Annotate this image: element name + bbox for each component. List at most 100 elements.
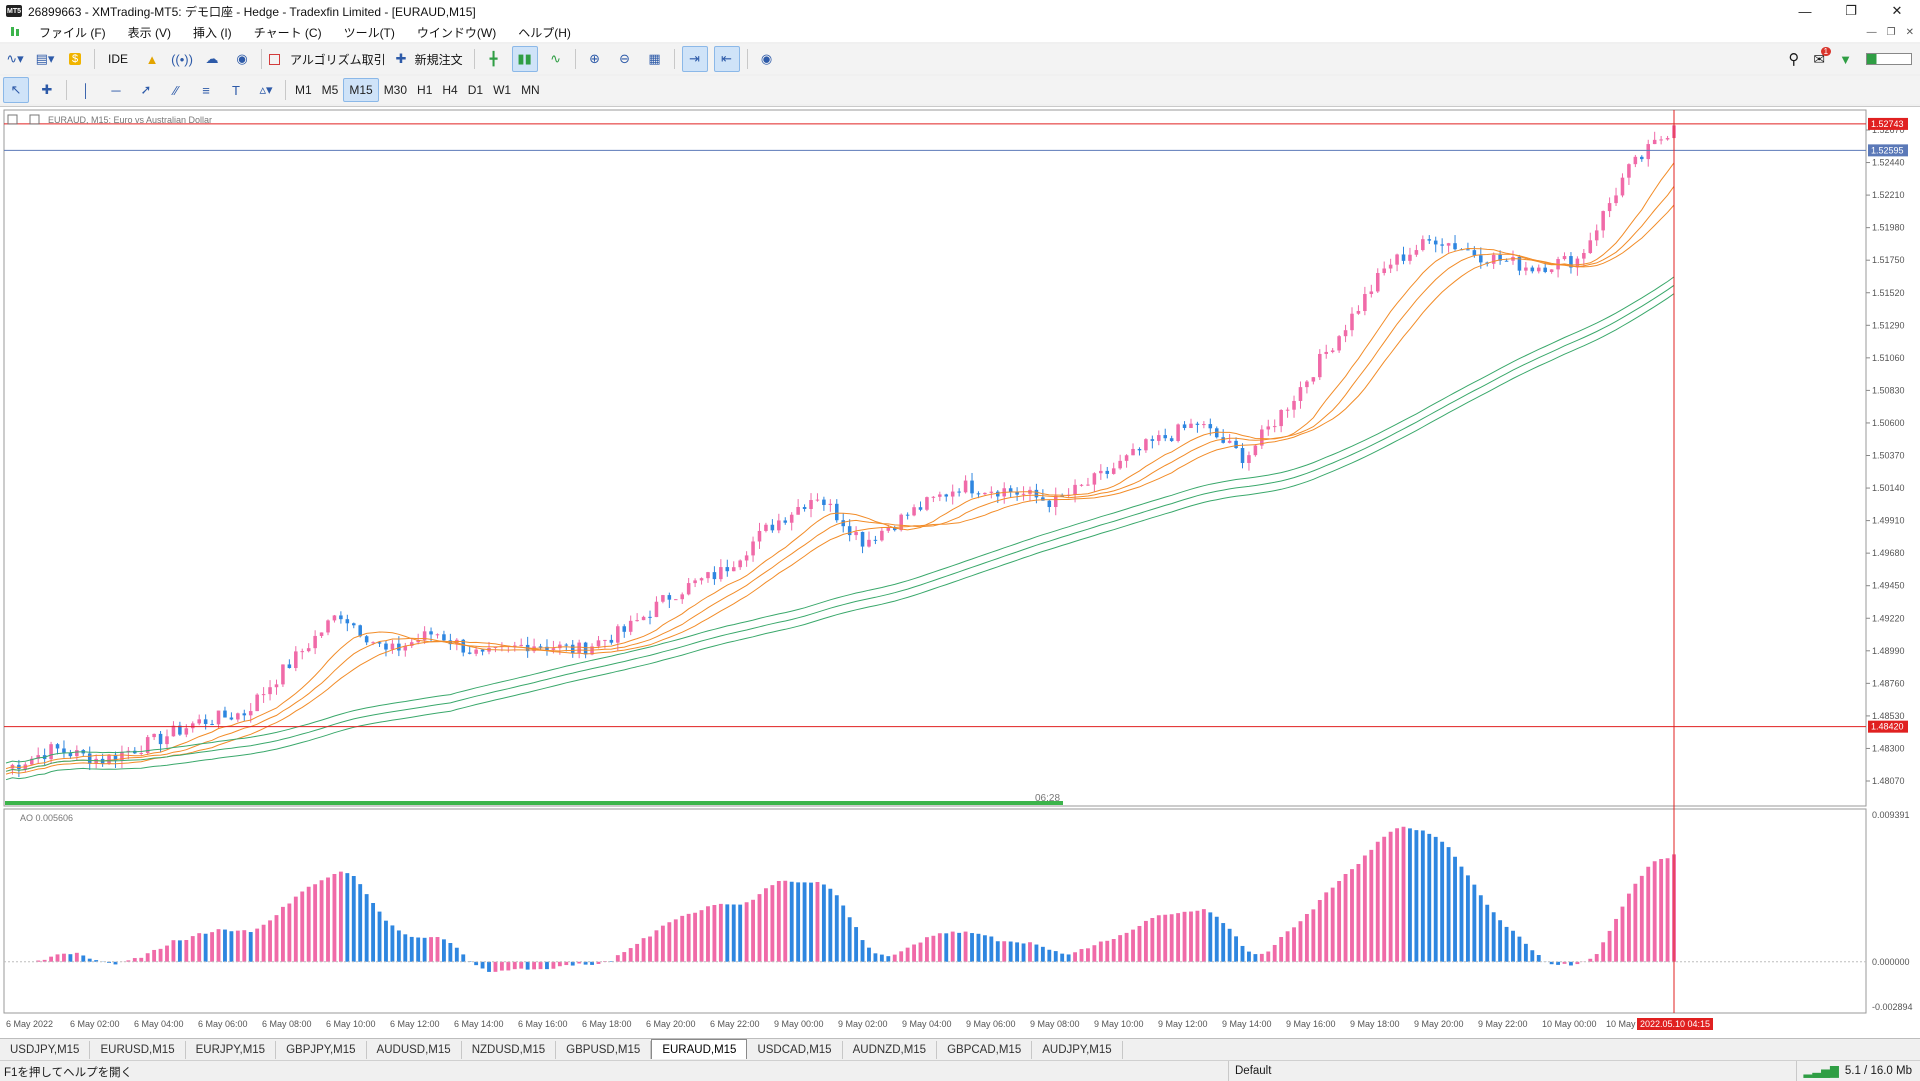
vertical-line-icon[interactable]: │ [81, 82, 91, 98]
notifications-icon[interactable]: ✉ 1 [1813, 46, 1832, 68]
menu-view[interactable]: 表示 (V) [127, 25, 172, 40]
chart-menu-icon[interactable] [8, 25, 22, 39]
candle-body [1214, 428, 1219, 438]
crosshair-icon[interactable]: ✚ [41, 82, 53, 97]
candle-body [184, 728, 189, 735]
market-icon[interactable]: $ [63, 47, 87, 71]
minimize-icon[interactable]: — [1798, 3, 1812, 19]
candle-body [94, 758, 98, 764]
price-chart[interactable]: 1.52670 1.52440 1.52210 1.51980 1.51750 1.515… [0, 107, 1920, 1039]
price-tick-label: 1.51750 [1872, 255, 1905, 265]
candle-body [474, 649, 478, 654]
timeframe-h4[interactable]: H4 [442, 83, 458, 97]
candlestick-chart-icon[interactable]: ▮▮ [511, 46, 538, 72]
candle-body [860, 531, 865, 547]
timeframe-d1[interactable]: D1 [467, 83, 484, 97]
tab-gbpusd[interactable]: GBPUSD,M15 [556, 1041, 652, 1059]
price-tick-label: 1.48300 [1872, 743, 1905, 753]
trendline-icon[interactable]: ➚ [140, 82, 152, 97]
mdi-controls: — ❐ ✕ [1867, 22, 1914, 42]
tab-audnzd[interactable]: AUDNZD,M15 [843, 1041, 938, 1059]
window-title: 26899663 - XMTrading-MT5: デモ口座 - Hedge -… [28, 4, 476, 19]
menu-help[interactable]: ヘルプ(H) [518, 25, 571, 40]
tab-gbpcad[interactable]: GBPCAD,M15 [937, 1041, 1033, 1059]
candle-body [1646, 144, 1651, 160]
auto-scroll-icon[interactable]: ⇥ [681, 46, 708, 72]
tab-euraud[interactable]: EURAUD,M15 [651, 1039, 748, 1059]
tile-windows-icon[interactable]: ▦ [648, 51, 661, 66]
candle-body [654, 601, 659, 618]
tab-gbpjpy[interactable]: GBPJPY,M15 [276, 1041, 367, 1059]
screenshot-icon[interactable]: ◉ [760, 51, 773, 66]
menu-tools[interactable]: ツール(T) [343, 25, 395, 40]
horizontal-line-icon[interactable]: ─ [111, 82, 121, 98]
fibonacci-icon[interactable]: ≡ [202, 82, 210, 98]
templates-icon[interactable]: ▤▾ [35, 51, 55, 66]
menu-insert[interactable]: 挿入 (I) [193, 25, 232, 40]
timeframe-m30[interactable]: M30 [383, 83, 408, 97]
chart-properties-icon[interactable] [29, 114, 40, 125]
time-tick-label: 6 May 04:00 [134, 1019, 184, 1029]
signal-icon[interactable]: ((•)) [171, 51, 193, 67]
text-tool-icon[interactable]: T [232, 82, 240, 98]
candle-body [513, 645, 517, 647]
chart-window[interactable]: 1.52670 1.52440 1.52210 1.51980 1.51750 1.515… [0, 106, 1920, 1039]
close-icon[interactable]: ✕ [1891, 3, 1903, 18]
candle-body [1118, 460, 1122, 469]
candle-body [674, 599, 678, 601]
bag-icon[interactable]: ▲ [145, 51, 159, 67]
timeframe-m5[interactable]: M5 [321, 83, 339, 97]
app-logo: MT5 [6, 5, 22, 17]
chart-type-icon[interactable]: ∿▾ [6, 51, 24, 66]
tab-audusd[interactable]: AUDUSD,M15 [367, 1041, 462, 1059]
timeframe-m1[interactable]: M1 [295, 83, 312, 97]
main-plot-area[interactable] [3, 109, 1867, 807]
timeframe-m15[interactable]: M15 [343, 78, 379, 102]
tab-usdcad[interactable]: USDCAD,M15 [747, 1041, 843, 1059]
menu-chart[interactable]: チャート (C) [253, 25, 322, 40]
tab-eurjpy[interactable]: EURJPY,M15 [186, 1041, 277, 1059]
channel-icon[interactable]: ∕∕ [173, 82, 179, 98]
candle-body [294, 651, 298, 669]
cloud-icon[interactable]: ☁ [205, 51, 219, 66]
line-chart-icon[interactable]: ∿ [550, 51, 562, 66]
tab-eurusd[interactable]: EURUSD,M15 [90, 1041, 186, 1059]
restore-icon[interactable]: ❐ [1845, 3, 1857, 18]
zoom-in-icon[interactable]: ⊕ [589, 51, 601, 66]
status-profile[interactable]: Default [1228, 1061, 1795, 1081]
algo-trading-button[interactable]: アルゴリズム取引 [269, 47, 390, 71]
time-tick-label: 6 May 10:00 [326, 1019, 376, 1029]
mdi-close-icon[interactable]: ✕ [1905, 26, 1914, 38]
candle-body [1208, 424, 1213, 429]
menu-window[interactable]: ウインドウ(W) [416, 25, 497, 40]
one-click-trading-icon[interactable] [7, 114, 18, 125]
zoom-out-icon[interactable]: ⊖ [619, 51, 631, 66]
chart-shift-icon[interactable]: ⇤ [713, 46, 740, 72]
candle-body [178, 725, 182, 735]
mdi-minimize-icon[interactable]: — [1866, 26, 1877, 38]
menu-file[interactable]: ファイル (F) [39, 25, 106, 40]
timeframe-w1[interactable]: W1 [493, 83, 512, 97]
price-tick-label: 1.48530 [1872, 711, 1905, 721]
candle-body [1627, 164, 1631, 178]
ide-button[interactable]: IDE [107, 52, 128, 66]
tab-usdjpy[interactable]: USDJPY,M15 [0, 1041, 91, 1059]
new-order-button[interactable]: ✚ 新規注文 [396, 47, 467, 71]
tab-nzdusd[interactable]: NZDUSD,M15 [462, 1041, 557, 1059]
mdi-restore-icon[interactable]: ❐ [1886, 26, 1896, 38]
signal-strength-icon: ▼ [1839, 51, 1852, 67]
shapes-icon[interactable]: ▵▾ [259, 82, 273, 97]
timeframe-h1[interactable]: H1 [417, 83, 433, 97]
tab-audjpy[interactable]: AUDJPY,M15 [1032, 1041, 1123, 1059]
candle-body [1311, 377, 1316, 382]
timeframe-mn[interactable]: MN [521, 83, 540, 97]
time-tick-label: 9 May 16:00 [1286, 1019, 1336, 1029]
candle-body [1305, 381, 1309, 388]
bar-chart-icon[interactable]: ╋ [489, 51, 498, 66]
cursor-icon[interactable]: ↖ [3, 77, 29, 103]
candle-body [712, 572, 717, 580]
candle-body [229, 717, 234, 720]
search-icon[interactable]: ⚲ [1788, 51, 1800, 68]
vps-icon[interactable]: ◉ [236, 51, 248, 66]
account-level-icon[interactable] [1866, 53, 1912, 65]
